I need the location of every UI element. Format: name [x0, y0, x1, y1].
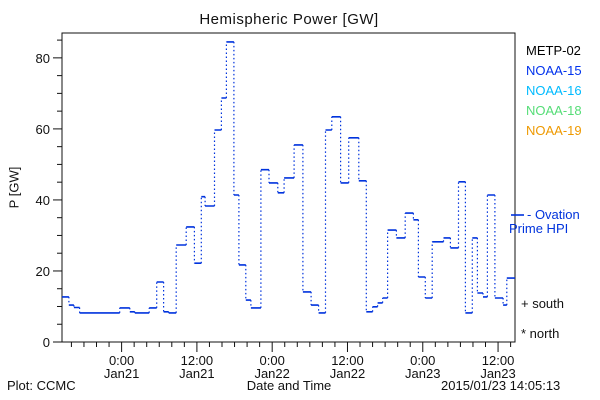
- chart-title: Hemispheric Power [GW]: [199, 11, 379, 28]
- ovation-legend-line2: Prime HPI: [509, 221, 569, 236]
- y-tick-label-80: 80: [35, 50, 50, 66]
- north-marker-label: * north: [521, 326, 560, 341]
- hpi-step-line-vertical: [68, 41, 508, 313]
- ovation-legend-line1: - Ovation: [527, 207, 580, 222]
- x-axis-title: Date and Time: [246, 378, 332, 393]
- footer-plot-credit: Plot: CCMC: [7, 378, 76, 393]
- south-marker-label: + south: [521, 296, 565, 311]
- legend-item-metp-02: METP-02: [526, 43, 581, 58]
- legend-item-noaa-19: NOAA-19: [526, 123, 582, 138]
- x-tick-label-Jan22-0:00: 0:00 Jan22: [254, 353, 290, 381]
- legend-item-noaa-15: NOAA-15: [526, 63, 582, 78]
- y-tick-label-0: 0: [42, 335, 50, 350]
- x-tick-label-Jan21-12:00: 12:00 Jan21: [179, 353, 215, 381]
- x-tick-label-Jan23-12:00: 12:00 Jan23: [480, 353, 516, 381]
- x-tick-label-Jan23-0:00: 0:00 Jan23: [405, 353, 441, 381]
- y-tick-label-20: 20: [35, 263, 50, 279]
- y-tick-label-60: 60: [35, 121, 50, 137]
- chart-frame: [61, 32, 516, 343]
- x-tick-label-Jan22-12:00: 12:00 Jan22: [329, 353, 366, 381]
- footer-timestamp: 2015/01/23 14:05:13: [441, 378, 561, 393]
- hpi-step-line-horizontal: [62, 41, 515, 314]
- y-tick-label-40: 40: [35, 192, 50, 208]
- legend-item-noaa-16: NOAA-16: [526, 83, 582, 98]
- legend-item-noaa-18: NOAA-18: [526, 103, 582, 118]
- x-tick-label-Jan21-0:00: 0:00 Jan21: [103, 353, 140, 381]
